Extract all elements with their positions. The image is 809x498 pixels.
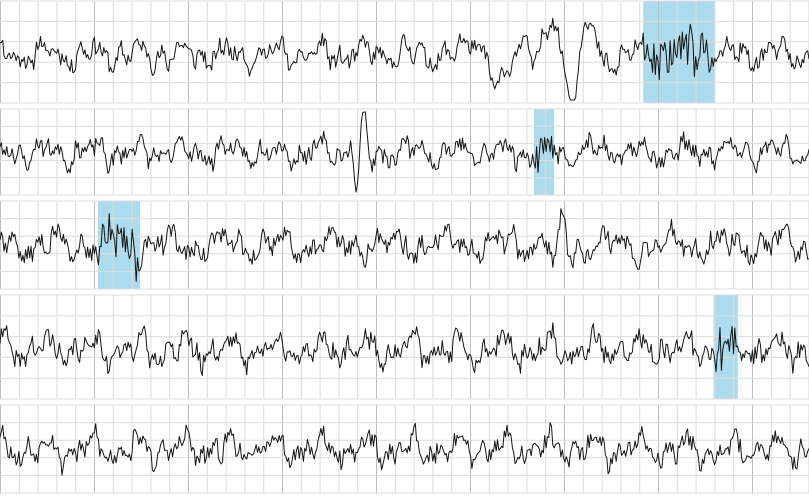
eeg-trace-2	[0, 111, 809, 193]
eeg-trace-4	[0, 322, 809, 376]
highlight-region	[97, 201, 140, 289]
eeg-trace-1	[0, 17, 809, 101]
eeg-trace-3	[0, 208, 809, 282]
highlight-region	[643, 1, 715, 103]
eeg-trace-5	[0, 422, 809, 476]
trace-layer	[0, 17, 809, 476]
